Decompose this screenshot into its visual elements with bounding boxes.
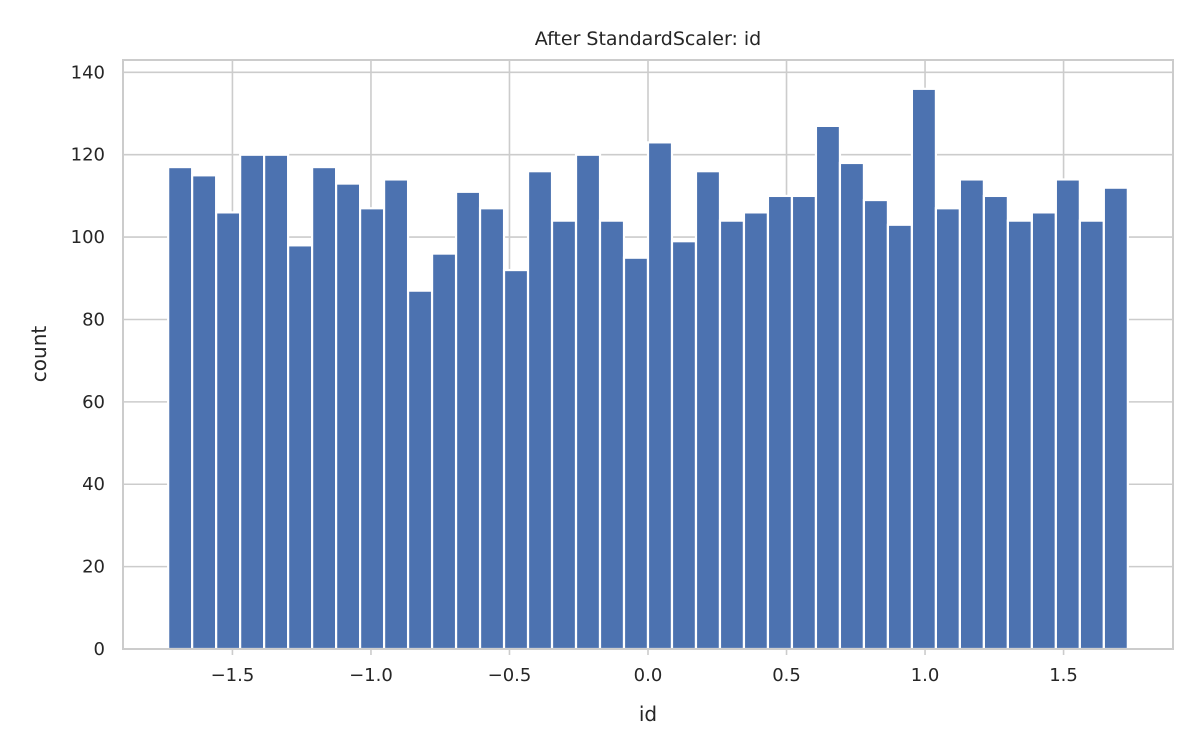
histogram-bar (622, 256, 650, 651)
y-tick-label: 140 (71, 62, 105, 83)
histogram-bar (550, 219, 578, 651)
histogram-bar (167, 165, 194, 651)
x-tick-label: 1.0 (911, 665, 940, 686)
chart-title: After StandardScaler: id (535, 28, 761, 50)
y-tick-label: 0 (94, 639, 105, 660)
histogram-bar (526, 170, 554, 651)
histogram-bar (287, 244, 314, 651)
y-tick-label: 100 (71, 227, 105, 248)
histogram-bar (1054, 178, 1081, 651)
histogram-bar (718, 219, 746, 651)
histogram-bar (382, 178, 410, 651)
histogram-bar (982, 194, 1009, 651)
x-axis-ticks: −1.5 −1.0 −0.5 0.0 0.5 1.0 1.5 (211, 649, 1078, 686)
x-tick-label: −0.5 (488, 665, 532, 686)
histogram-bar (838, 161, 866, 651)
y-tick-label: 40 (82, 474, 105, 495)
histogram-bar (958, 178, 985, 651)
histogram-bar (694, 170, 722, 651)
histogram-bar (1078, 219, 1105, 651)
histogram-bar (430, 252, 458, 651)
histogram-bar (670, 240, 698, 651)
y-tick-label: 80 (82, 309, 105, 330)
histogram-bar (215, 211, 242, 651)
histogram-bar (766, 194, 794, 651)
histogram-bar (502, 268, 530, 651)
histogram-bar (886, 223, 914, 651)
histogram-bar (239, 153, 266, 651)
histogram-bar (454, 190, 482, 651)
histogram-bar (1030, 211, 1057, 651)
histogram-bar (478, 207, 506, 651)
histogram-bar (646, 141, 674, 651)
x-axis-label: id (639, 702, 657, 726)
histogram-bar (790, 194, 818, 651)
histogram-bar (742, 211, 770, 651)
x-tick-label: 1.5 (1049, 665, 1078, 686)
histogram-bar (910, 87, 938, 651)
histogram-bar (311, 165, 338, 651)
histogram-bar (1102, 186, 1129, 651)
x-tick-label: −1.0 (349, 665, 393, 686)
y-tick-label: 60 (82, 392, 105, 413)
y-tick-label: 20 (82, 557, 105, 578)
histogram-bar (862, 198, 890, 651)
histogram-bar (598, 219, 626, 651)
x-tick-label: −1.5 (211, 665, 255, 686)
y-tick-label: 120 (71, 145, 105, 166)
histogram-bar (1006, 219, 1033, 651)
y-axis-ticks: 0 20 40 60 80 100 120 140 (71, 62, 105, 660)
histogram-bar (263, 153, 290, 651)
x-tick-label: 0.0 (634, 665, 663, 686)
histogram-bar (934, 207, 961, 651)
histogram-bar (358, 207, 386, 651)
histogram-bar (814, 124, 842, 651)
histogram-bar (335, 182, 362, 651)
histogram-bar (406, 289, 434, 651)
histogram-bar (191, 174, 218, 651)
histogram-bar (574, 153, 602, 651)
x-tick-label: 0.5 (772, 665, 801, 686)
y-axis-label: count (27, 326, 51, 383)
